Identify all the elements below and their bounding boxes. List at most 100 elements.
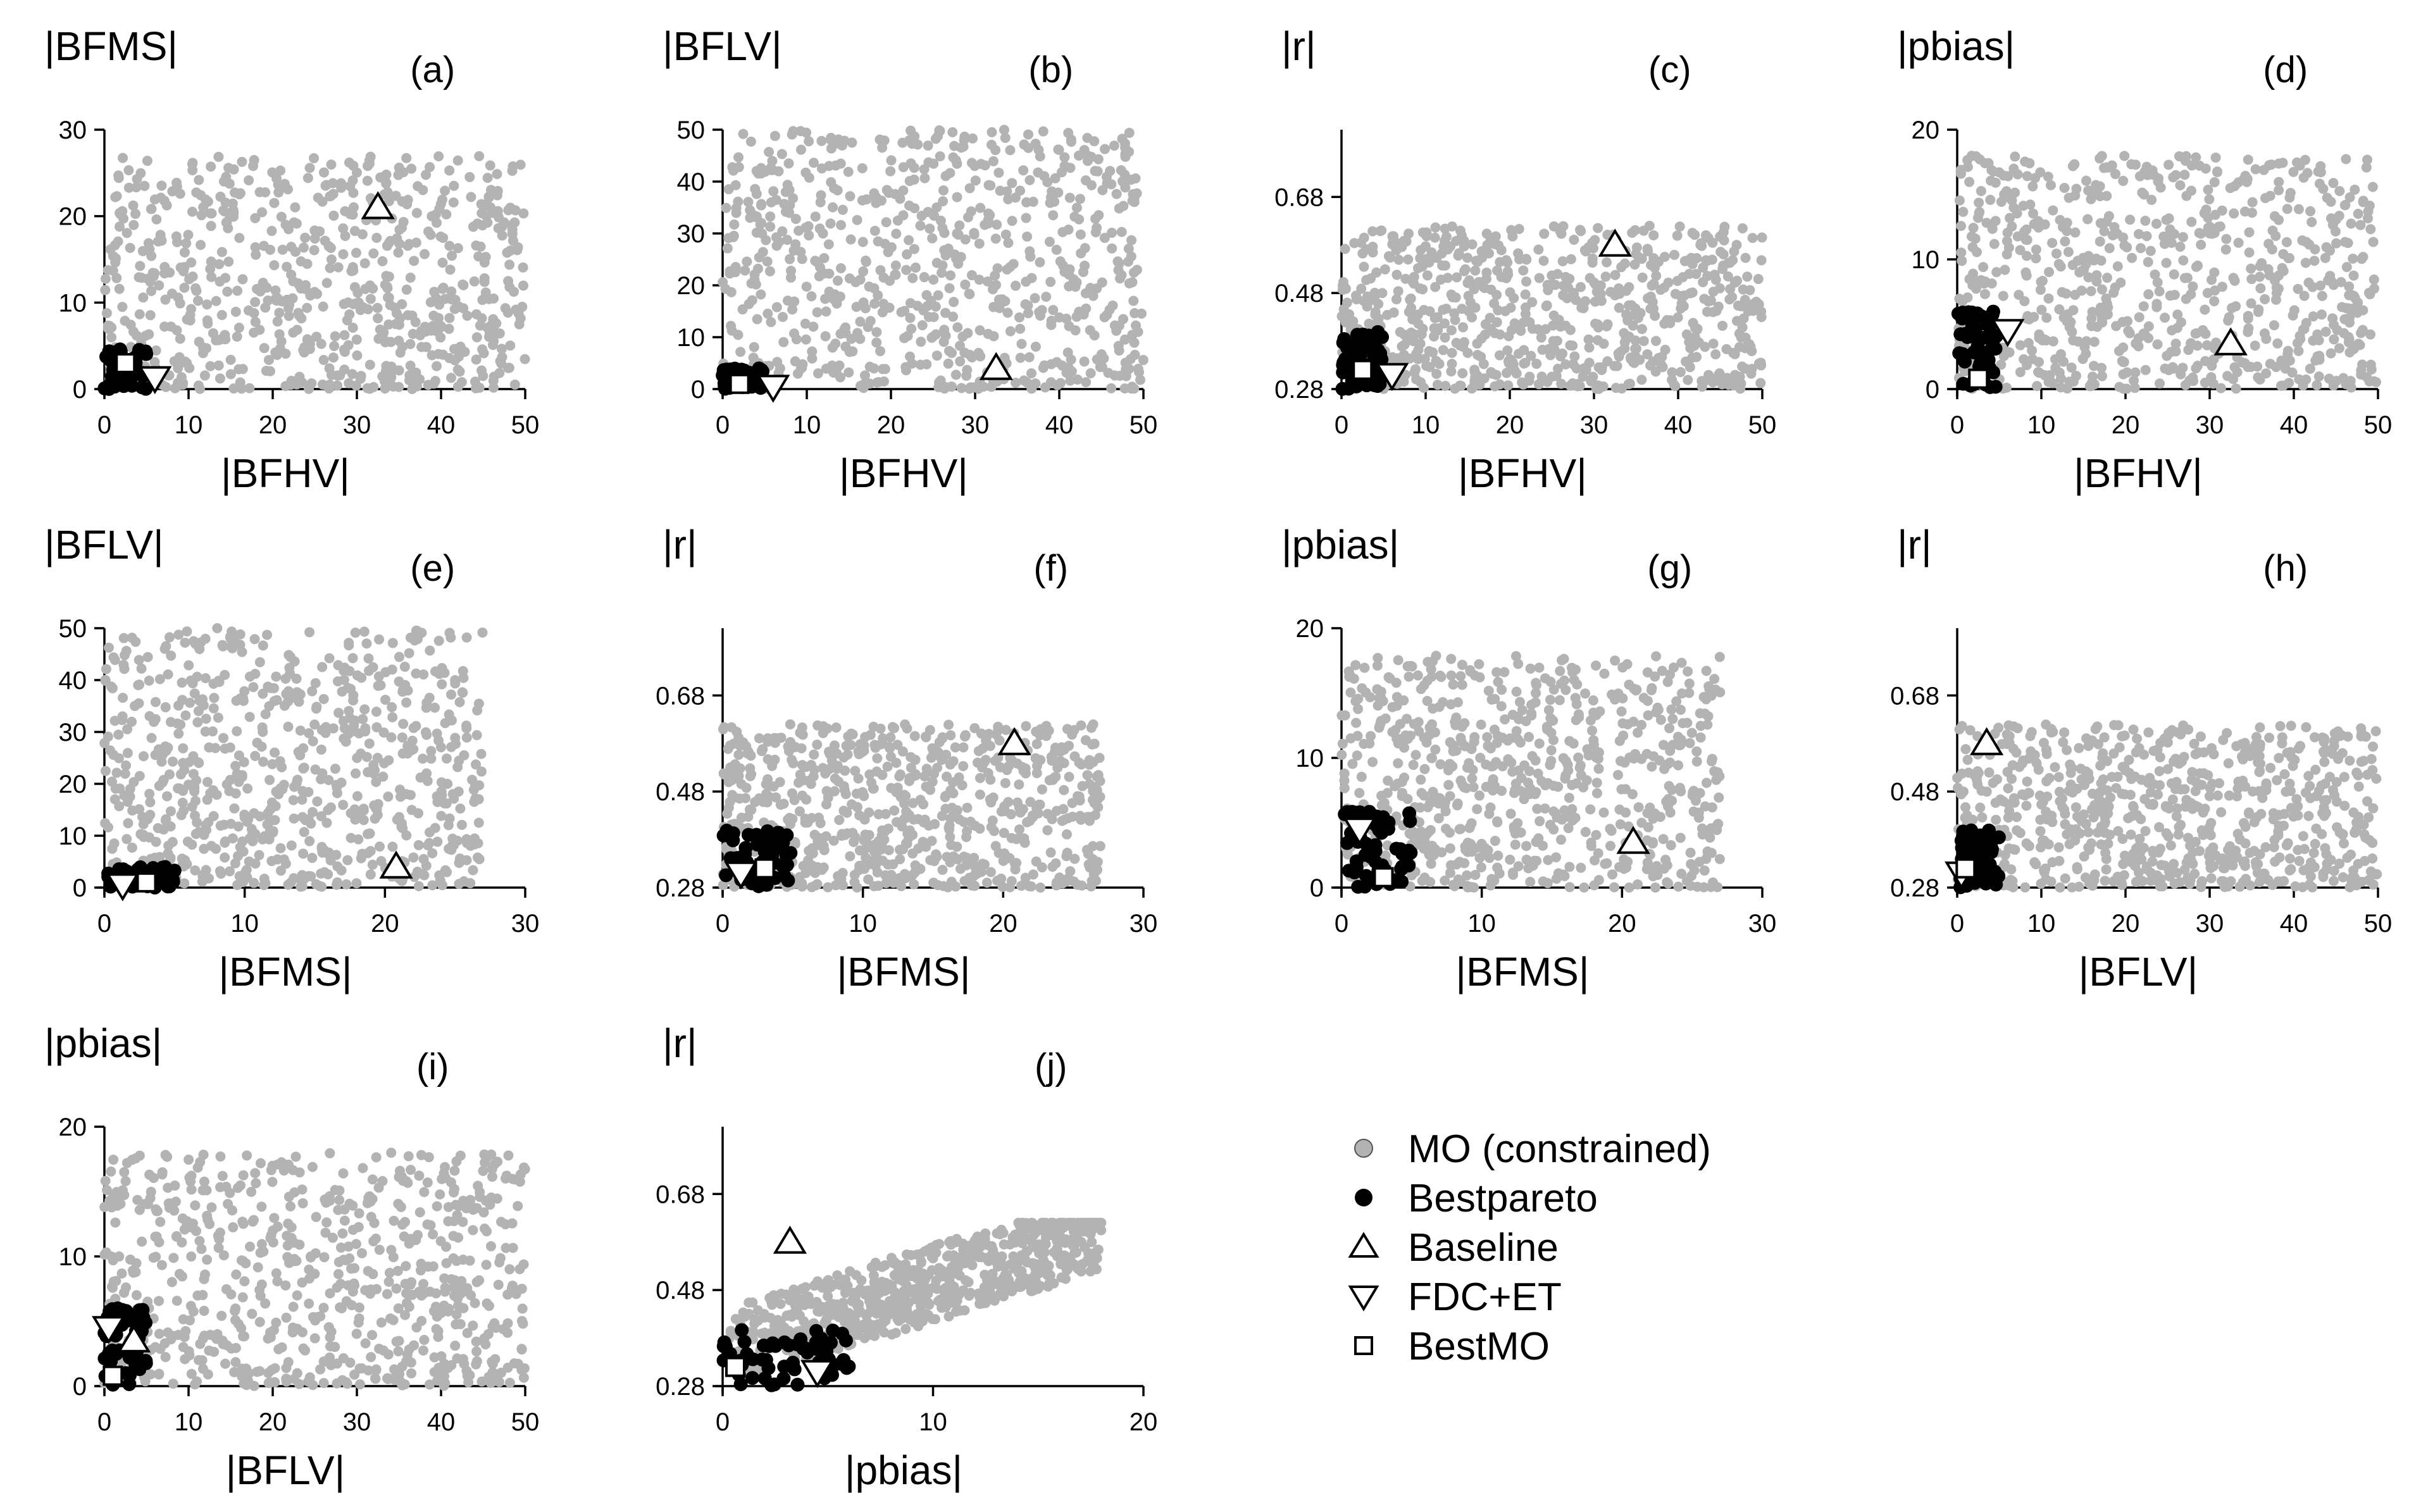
panel-d-mo-point xyxy=(2150,269,2160,280)
panel-d-mo-point xyxy=(2101,273,2112,283)
panel-a-mo-point xyxy=(159,321,170,332)
panel-c-mo-point xyxy=(1649,263,1660,273)
panel-a-mo-point xyxy=(275,165,286,176)
panel-a-mo-point xyxy=(500,303,511,314)
panel-e-y-tick-label: 50 xyxy=(59,615,87,643)
panel-e-mo-point xyxy=(238,846,249,857)
panel-a-mo-point xyxy=(492,190,502,201)
panel-e-mo-point xyxy=(258,726,268,737)
panel-a-mo-point xyxy=(509,217,520,228)
panel-a-mo-point xyxy=(329,340,340,351)
panel-b-mo-point xyxy=(1130,173,1141,184)
panel-c-mo-point xyxy=(1458,322,1469,333)
panel-d-mo-point xyxy=(2253,304,2264,315)
panel-c-mo-point xyxy=(1691,269,1702,280)
panel-c-mo-point xyxy=(1569,234,1579,245)
panel-c-baseline-marker xyxy=(1598,228,1632,257)
panel-e-mo-point xyxy=(247,836,258,846)
panel-d-mo-point xyxy=(2340,199,2351,210)
panel-a-bestpareto-point xyxy=(110,371,125,386)
panel-f-mo-point xyxy=(941,750,952,760)
panel-f-mo-point xyxy=(887,722,898,733)
panel-a-mo-point xyxy=(256,282,266,293)
panel-f-mo-point xyxy=(1083,848,1093,859)
panel-b-mo-point xyxy=(919,164,930,175)
panel-e-mo-point xyxy=(122,748,133,759)
panel-d-mo-point xyxy=(2210,209,2220,220)
panel-d-mo-point xyxy=(2293,204,2304,214)
panel-e-mo-point xyxy=(437,880,448,891)
panel-a-mo-point xyxy=(199,370,210,381)
panel-b-mo-point xyxy=(933,381,944,392)
panel-a-mo-point xyxy=(444,313,455,323)
panel-a-mo-point xyxy=(250,316,261,327)
panel-b-x-tick-label: 40 xyxy=(1045,411,1074,439)
panel-b-mo-point xyxy=(1007,178,1018,189)
panel-b-mo-point xyxy=(1079,356,1090,367)
panel-c-mo-point xyxy=(1678,272,1688,283)
panel-b-mo-point xyxy=(940,330,951,341)
panel-d-mo-point xyxy=(1954,195,1965,206)
panel-b-mo-point xyxy=(826,143,837,154)
panel-a-mo-point xyxy=(398,167,409,178)
panel-c-mo-point xyxy=(1470,265,1481,276)
panel-d-mo-point xyxy=(2138,301,2149,312)
panel-e-mo-point xyxy=(160,815,171,826)
panel-a-mo-point xyxy=(248,161,259,171)
panel-e-mo-point xyxy=(364,738,375,749)
panel-b-mo-point xyxy=(950,155,961,166)
panel-e-mo-point xyxy=(103,731,113,742)
panel-b-mo-point xyxy=(768,186,779,197)
panel-f-x-tick-label: 30 xyxy=(1130,910,1158,938)
panel-d-x-tick-label: 30 xyxy=(2196,411,2224,439)
panel-b-mo-point xyxy=(835,263,846,273)
panel-e-mo-point xyxy=(332,676,343,686)
panel-c-mo-point xyxy=(1548,310,1559,321)
panel-a-mo-point xyxy=(265,244,275,255)
panel-e-bestpareto-point xyxy=(161,879,175,894)
panel-b-mo-point xyxy=(1109,140,1119,151)
panel-b-mo-point xyxy=(764,147,775,158)
panel-a-mo-point xyxy=(336,178,347,189)
panel-a-mo-point xyxy=(328,178,339,189)
panel-a-bestpareto-point xyxy=(99,349,113,364)
panel-d-mo-point xyxy=(2096,371,2107,381)
panel-a-mo-point xyxy=(325,263,335,273)
panel-d-mo-point xyxy=(2071,183,2082,194)
panel-c-mo-point xyxy=(1576,302,1587,313)
panel-c-mo-point xyxy=(1651,270,1662,281)
panel-a-mo-point xyxy=(187,165,198,176)
panel-d-mo-point xyxy=(2250,340,2260,351)
panel-f-mo-point xyxy=(1088,786,1099,796)
panel-b-mo-point xyxy=(1033,167,1043,178)
panel-g-mo-series xyxy=(1336,650,1726,893)
panel-a-mo-point xyxy=(383,196,394,207)
panel-f-mo-point xyxy=(733,750,744,760)
panel-b-mo-point xyxy=(857,237,868,247)
panel-a-mo-point xyxy=(444,165,455,176)
panel-f-mo-point xyxy=(1093,770,1104,781)
panel-c-mo-point xyxy=(1369,292,1380,302)
panel-e-mo-point xyxy=(254,657,265,667)
panel-a-mo-point xyxy=(413,181,423,192)
panel-b-mo-point xyxy=(762,256,773,267)
panel-f-mo-point xyxy=(1083,859,1094,870)
panel-e-x-tick-label: 20 xyxy=(371,910,399,938)
panel-a-mo-point xyxy=(149,268,160,279)
panel-b-mo-point xyxy=(1026,383,1037,394)
panel-a-mo-point xyxy=(402,199,413,209)
panel-b-mo-point xyxy=(722,243,733,254)
panel-d-mo-point xyxy=(2264,270,2275,281)
panel-a-mo-point xyxy=(494,328,505,339)
panel-e-mo-point xyxy=(474,780,485,791)
panel-d-mo-point xyxy=(2269,320,2279,331)
panel-c-mo-point xyxy=(1655,285,1666,295)
panel-a-mo-point xyxy=(357,229,368,240)
panel-b-mo-point xyxy=(1109,370,1120,381)
panel-e-mo-point xyxy=(211,790,222,800)
panel-d-mo-point xyxy=(2070,289,2081,300)
panel-b-mo-series xyxy=(718,125,1148,394)
panel-b-mo-point xyxy=(1000,133,1011,144)
panel-d-mo-point xyxy=(2024,158,2035,169)
